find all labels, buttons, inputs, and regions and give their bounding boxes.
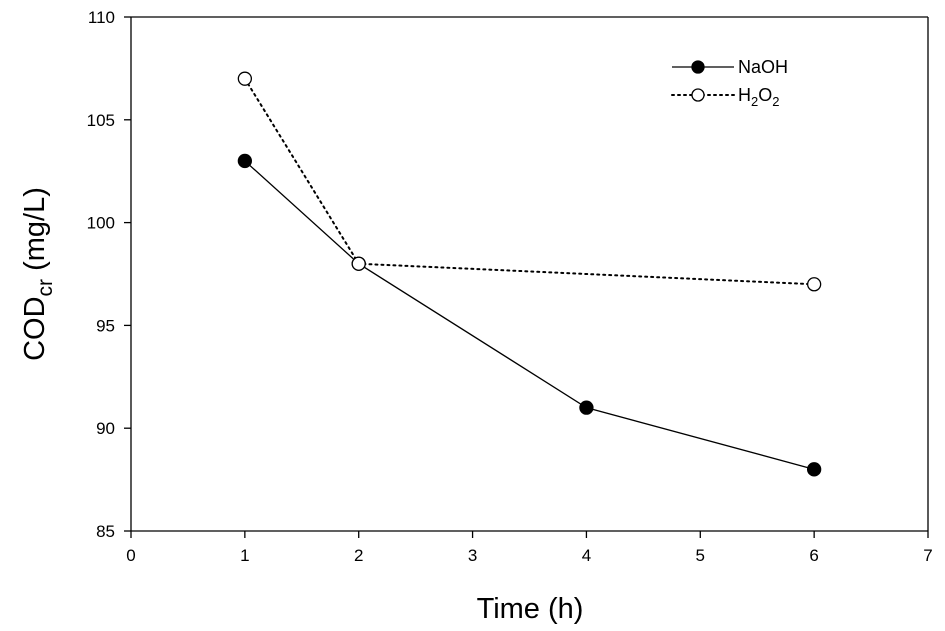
y-tick-label: 100 [87, 214, 115, 233]
y-axis-title-base: COD [19, 296, 51, 360]
y-ticks: 85 90 95 100 105 110 [87, 8, 131, 541]
legend-entry-naoh: NaOH [672, 57, 788, 77]
x-tick-label: 1 [240, 546, 249, 565]
data-point-h2o2 [351, 256, 366, 271]
y-tick-label: 105 [87, 111, 115, 130]
legend-label-h2o2-sub2: 2 [772, 94, 779, 109]
x-tick-label: 0 [126, 546, 135, 565]
data-point-naoh [806, 462, 822, 477]
legend: NaOH H2O2 [671, 57, 788, 109]
x-tick-label: 2 [354, 546, 363, 565]
legend-label-h2o2-part1: H [738, 85, 751, 105]
legend-label-h2o2-sub1: 2 [751, 94, 758, 109]
y-tick-label: 85 [96, 522, 115, 541]
y-axis-title-subscript: cr [34, 279, 57, 297]
y-tick-label: 110 [88, 8, 115, 27]
x-tick-label: 4 [582, 546, 591, 565]
data-point-h2o2 [806, 277, 822, 292]
legend-label-h2o2: H2O2 [738, 85, 779, 109]
x-axis-title: Time (h) [477, 593, 584, 625]
x-tick-label: 5 [696, 546, 705, 565]
legend-marker-naoh [691, 60, 705, 74]
data-point-h2o2 [237, 71, 253, 86]
y-axis-title-rest: (mg/L) [19, 187, 51, 279]
y-tick-label: 90 [96, 419, 115, 438]
legend-label-h2o2-part2: O [758, 85, 772, 105]
legend-marker-h2o2 [691, 88, 705, 102]
y-tick-label: 95 [96, 316, 115, 335]
data-point-naoh [237, 153, 253, 169]
plot-area: 0 1 2 3 4 5 6 7 85 90 95 100 105 110 [87, 8, 933, 565]
x-tick-label: 7 [923, 546, 932, 565]
y-axis-title: CODcr (mg/L) [19, 187, 57, 361]
data-point-naoh [579, 400, 594, 415]
series-layer [237, 71, 822, 477]
legend-label-naoh: NaOH [738, 57, 788, 77]
series-line-h2o2 [243, 77, 816, 286]
legend-entry-h2o2: H2O2 [671, 85, 779, 109]
series-line-naoh [244, 160, 815, 470]
x-tick-label: 6 [809, 546, 818, 565]
x-ticks: 0 1 2 3 4 5 6 7 [126, 531, 933, 565]
x-tick-label: 3 [468, 546, 477, 565]
